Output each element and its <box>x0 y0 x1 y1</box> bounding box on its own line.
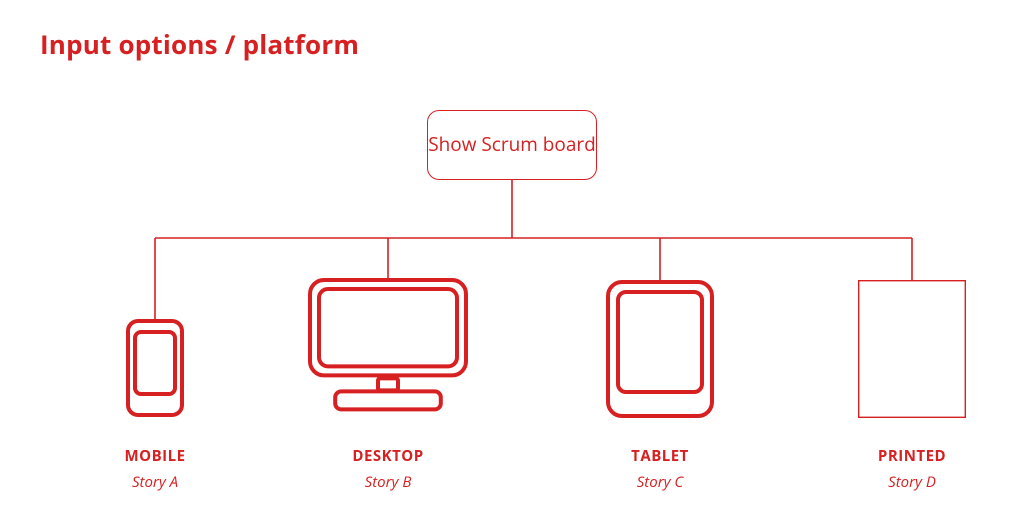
platform-printed: PRINTED Story D <box>827 446 997 492</box>
platform-mobile: MOBILE Story A <box>70 446 240 492</box>
platform-story: Story D <box>827 472 997 492</box>
platform-tablet: TABLET Story C <box>575 446 745 492</box>
platform-story: Story A <box>70 472 240 492</box>
mobile-icon <box>126 319 184 422</box>
root-node: Show Scrum board <box>427 110 597 180</box>
platform-story: Story C <box>575 472 745 492</box>
desktop-icon <box>308 278 468 425</box>
platform-label: MOBILE <box>70 446 240 466</box>
printed-icon <box>858 280 966 423</box>
root-node-label: Show Scrum board <box>428 133 596 157</box>
platform-label: TABLET <box>575 446 745 466</box>
platform-label: PRINTED <box>827 446 997 466</box>
tablet-icon <box>606 280 714 423</box>
platform-label: DESKTOP <box>303 446 473 466</box>
page-title: Input options / platform <box>40 26 359 62</box>
platform-desktop: DESKTOP Story B <box>303 446 473 492</box>
platform-story: Story B <box>303 472 473 492</box>
